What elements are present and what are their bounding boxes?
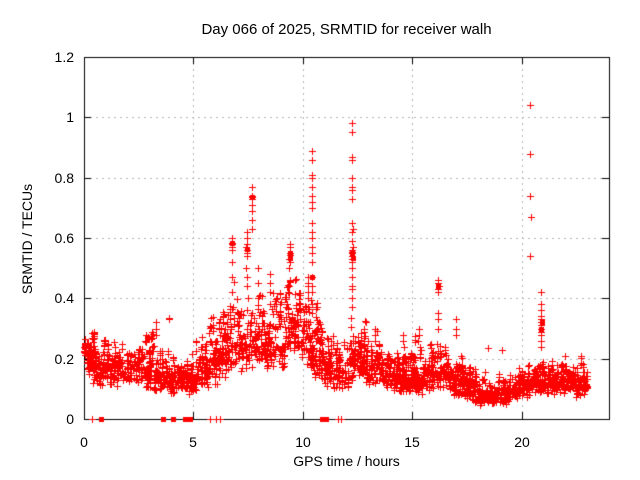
- x-tick-label: 0: [80, 434, 88, 450]
- x-tick-label: 10: [295, 434, 311, 450]
- x-tick-label: 20: [514, 434, 530, 450]
- x-tick-label: 15: [404, 434, 420, 450]
- y-tick-label: 0: [66, 411, 74, 427]
- x-tick-label: 5: [189, 434, 197, 450]
- y-tick-label: 0.8: [54, 170, 74, 186]
- y-tick-label: 1: [66, 109, 74, 125]
- chart-title: Day 066 of 2025, SRMTID for receiver wal…: [201, 21, 492, 38]
- y-tick-label: 1.2: [54, 49, 74, 65]
- y-tick-label: 0.4: [54, 290, 74, 306]
- y-tick-label: 0.6: [54, 230, 74, 246]
- x-axis-label: GPS time / hours: [293, 453, 400, 469]
- y-tick-label: 0.2: [54, 351, 74, 367]
